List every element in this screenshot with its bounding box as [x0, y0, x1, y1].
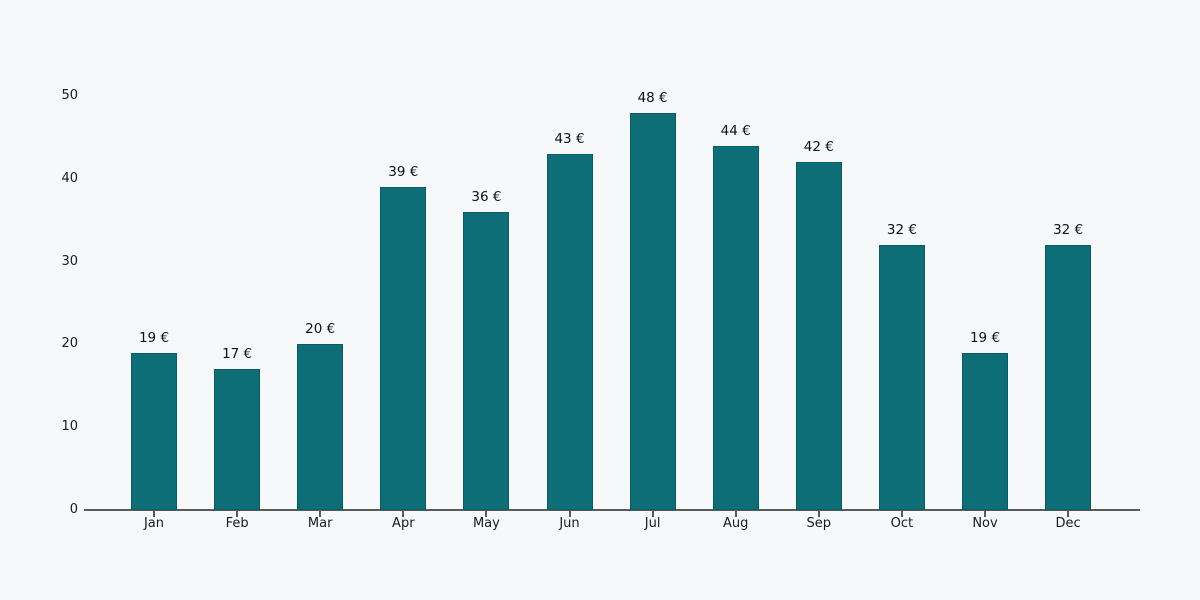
- x-tick-mark: [153, 511, 155, 517]
- x-tick-mark: [817, 511, 820, 517]
- x-tick-label: Aug: [722, 516, 749, 531]
- x-tick-label: Dec: [1055, 516, 1081, 531]
- x-tick-mark: [984, 511, 986, 517]
- x-tick-mark: [651, 511, 654, 517]
- bar-value-label: 44 €: [720, 122, 751, 139]
- x-tick-label: Oct: [890, 516, 914, 531]
- bar-value-label: 19 €: [138, 329, 170, 346]
- bar-value-label: 32 €: [1053, 222, 1084, 239]
- x-tick-mark: [900, 511, 903, 517]
- bar-may: [463, 211, 510, 510]
- x-tick-label: Nov: [972, 516, 998, 531]
- x-tick-label: May: [472, 516, 500, 531]
- bar-value-label: 19 €: [969, 329, 1001, 346]
- x-tick-label: Mar: [307, 516, 333, 531]
- x-tick-label: Feb: [225, 516, 249, 531]
- bar-feb: [214, 369, 261, 510]
- bar-value-label: 43 €: [554, 130, 585, 147]
- x-tick-mark: [734, 511, 737, 517]
- x-tick-label: Jul: [644, 516, 661, 531]
- bar-value-label: 17 €: [222, 346, 253, 363]
- x-tick-mark: [319, 511, 322, 517]
- x-tick-mark: [485, 511, 488, 517]
- bar-jan: [131, 352, 177, 510]
- bar-value-label: 20 €: [305, 321, 336, 338]
- y-tick-label: 0: [69, 502, 78, 517]
- y-tick-label: 50: [61, 88, 78, 103]
- x-tick-mark: [236, 511, 239, 517]
- bar-value-label: 32 €: [886, 222, 917, 239]
- bar-apr: [380, 187, 427, 510]
- x-tick-mark: [568, 511, 571, 517]
- x-axis-line: [84, 509, 1140, 511]
- bar-value-label: 36 €: [471, 188, 502, 205]
- bar-mar: [297, 344, 344, 510]
- bar-oct: [878, 245, 925, 510]
- bar-value-label: 42 €: [803, 139, 834, 156]
- x-tick-mark: [1067, 511, 1070, 517]
- x-tick-label: Apr: [392, 516, 415, 531]
- y-tick-label: 40: [61, 170, 78, 186]
- y-tick-label: 10: [61, 419, 78, 435]
- x-tick-mark: [402, 511, 405, 517]
- bar-dec: [1045, 245, 1092, 510]
- y-tick-label: 20: [61, 336, 78, 352]
- x-tick-label: Sep: [806, 516, 832, 531]
- bar-jul: [629, 112, 676, 510]
- bar-jun: [546, 153, 593, 510]
- y-tick-label: 30: [61, 253, 78, 269]
- bar-value-label: 48 €: [637, 89, 668, 106]
- x-tick-label: Jun: [559, 516, 580, 531]
- bar-sep: [795, 162, 842, 510]
- x-tick-label: Jan: [143, 516, 165, 531]
- bar-aug: [712, 145, 759, 510]
- bar-nov: [962, 352, 1008, 510]
- bar-value-label: 39 €: [388, 164, 419, 181]
